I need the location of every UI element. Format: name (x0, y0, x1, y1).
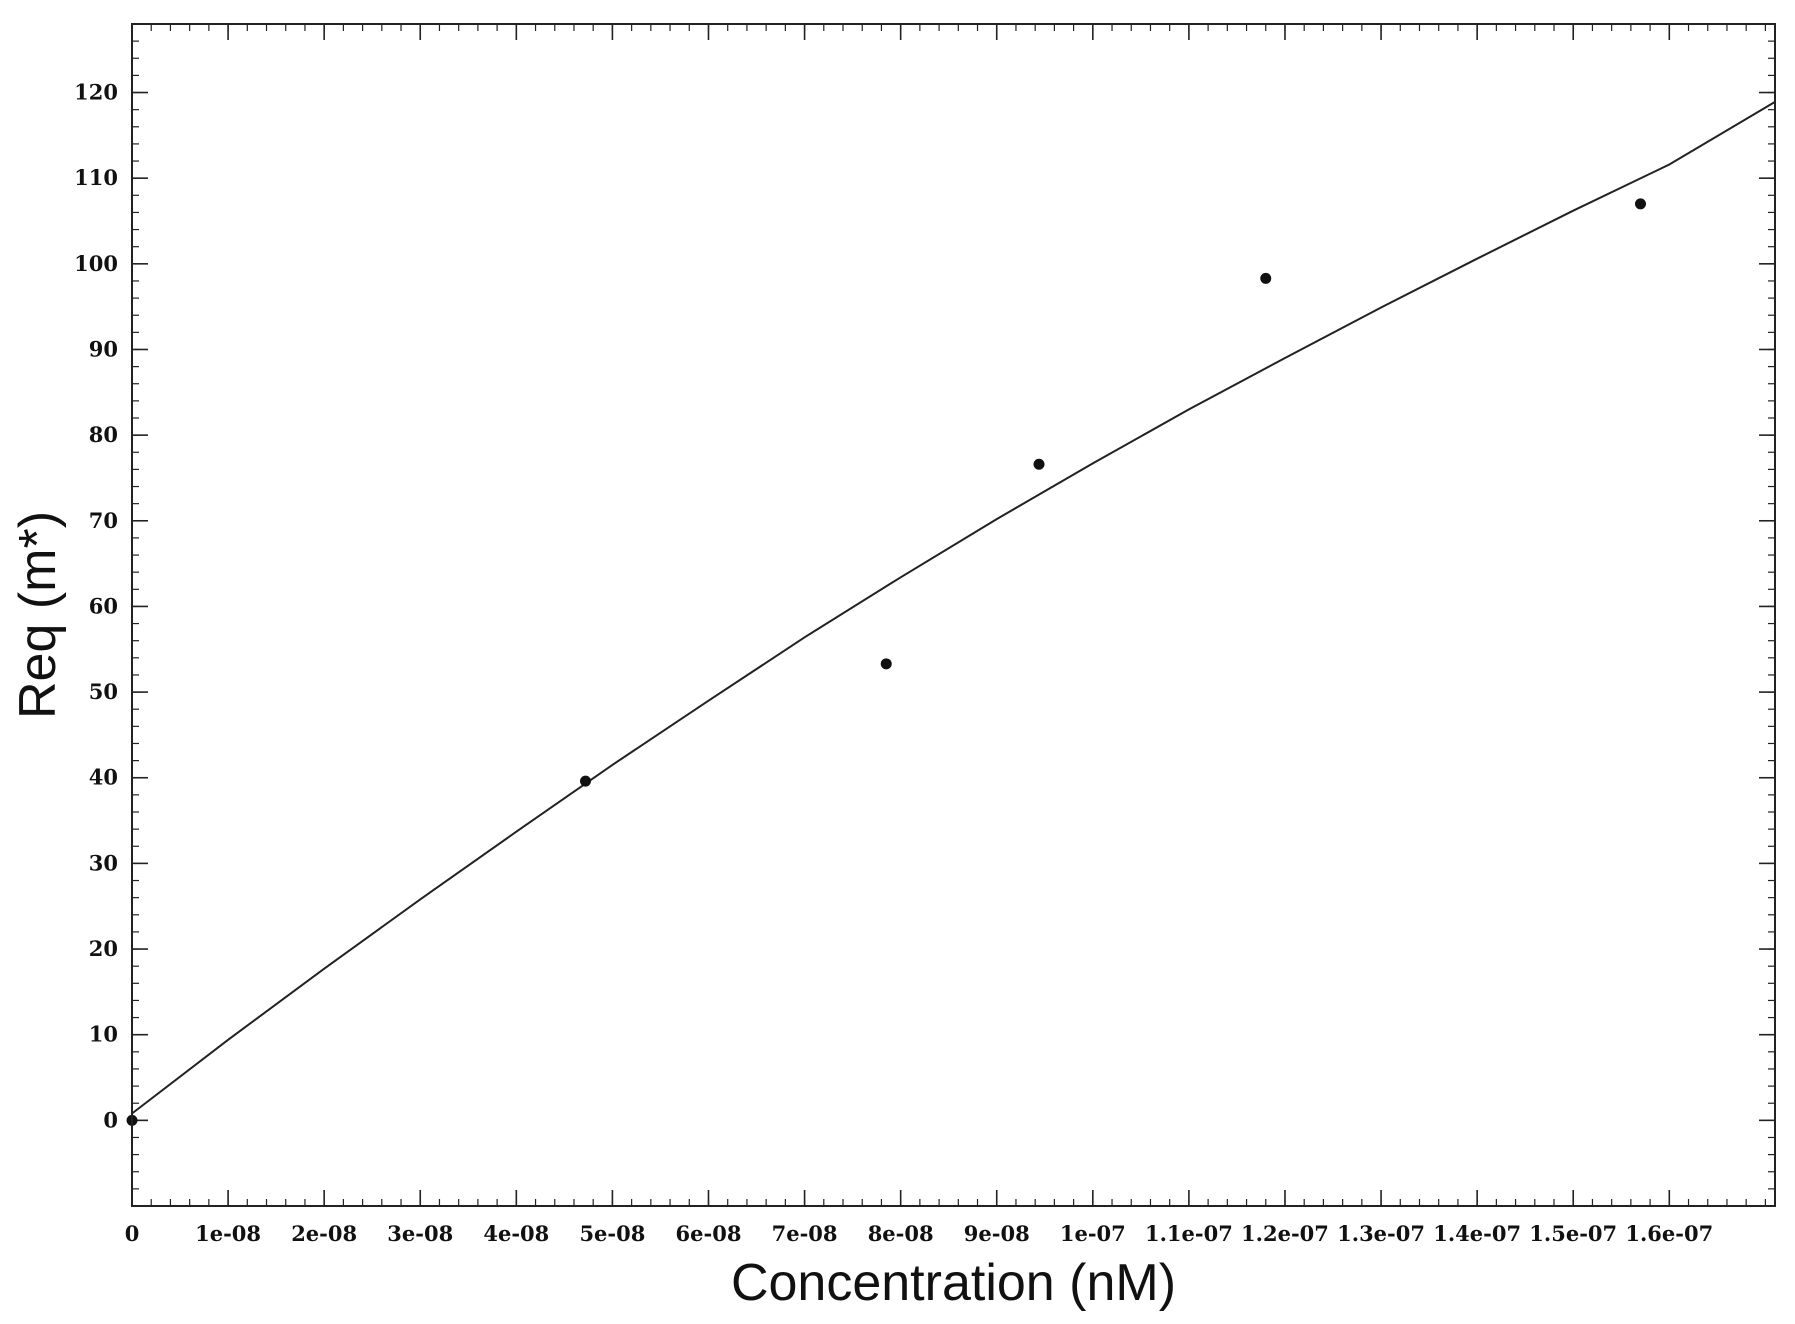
y-tick-label: 10 (89, 1022, 118, 1047)
x-tick-label: 3e-08 (387, 1221, 453, 1246)
x-tick-label: 1.5e-07 (1529, 1221, 1617, 1246)
x-tick-label: 7e-08 (772, 1221, 838, 1246)
y-tick-label: 80 (89, 422, 118, 447)
x-tick-label: 8e-08 (868, 1221, 934, 1246)
data-point (1033, 458, 1045, 470)
data-point (1260, 272, 1272, 284)
x-tick-label: 2e-08 (291, 1221, 357, 1246)
x-tick-label: 0 (125, 1221, 140, 1246)
x-tick-label: 1.2e-07 (1241, 1221, 1329, 1246)
x-tick-label: 1.3e-07 (1337, 1221, 1425, 1246)
x-tick-label: 1.6e-07 (1625, 1221, 1713, 1246)
minor-ticks (131, 23, 1775, 1207)
y-tick-label: 100 (74, 251, 118, 276)
y-tick-label: 90 (89, 336, 118, 361)
y-axis-title: Req (m*) (9, 511, 67, 719)
x-tick-label: 1.1e-07 (1145, 1221, 1233, 1246)
y-tick-label: 60 (89, 593, 118, 618)
x-tick-label: 1e-07 (1060, 1221, 1126, 1246)
x-tick-labels: 0 1e-08 2e-08 3e-08 4e-08 5e-08 6e-08 7e-08 8e-0… (125, 1221, 1714, 1246)
series-layer (126, 101, 1776, 1126)
x-tick-label: 1e-08 (195, 1221, 261, 1246)
y-tick-label: 110 (74, 165, 118, 190)
x-tick-label: 1.4e-07 (1433, 1221, 1521, 1246)
data-point (580, 775, 592, 787)
data-point (1634, 198, 1646, 210)
data-point (880, 658, 892, 670)
y-tick-label: 50 (89, 679, 118, 704)
y-tick-label: 20 (89, 936, 118, 961)
major-ticks (131, 24, 1775, 1206)
y-tick-labels: 0 10 20 30 40 50 60 70 80 90 100 110 120 (74, 80, 118, 1133)
x-tick-label: 4e-08 (483, 1221, 549, 1246)
x-axis-title: Concentration (nM) (731, 1254, 1176, 1312)
y-tick-label: 0 (103, 1107, 118, 1132)
y-tick-label: 40 (89, 765, 118, 790)
y-tick-label: 30 (89, 850, 118, 875)
x-tick-label: 9e-08 (964, 1221, 1030, 1246)
y-tick-label: 70 (89, 508, 118, 533)
plot-frame (131, 23, 1776, 1207)
x-tick-label: 5e-08 (579, 1221, 645, 1246)
fit-curve (131, 101, 1776, 1115)
y-tick-label: 120 (74, 80, 118, 105)
x-tick-label: 6e-08 (676, 1221, 742, 1246)
